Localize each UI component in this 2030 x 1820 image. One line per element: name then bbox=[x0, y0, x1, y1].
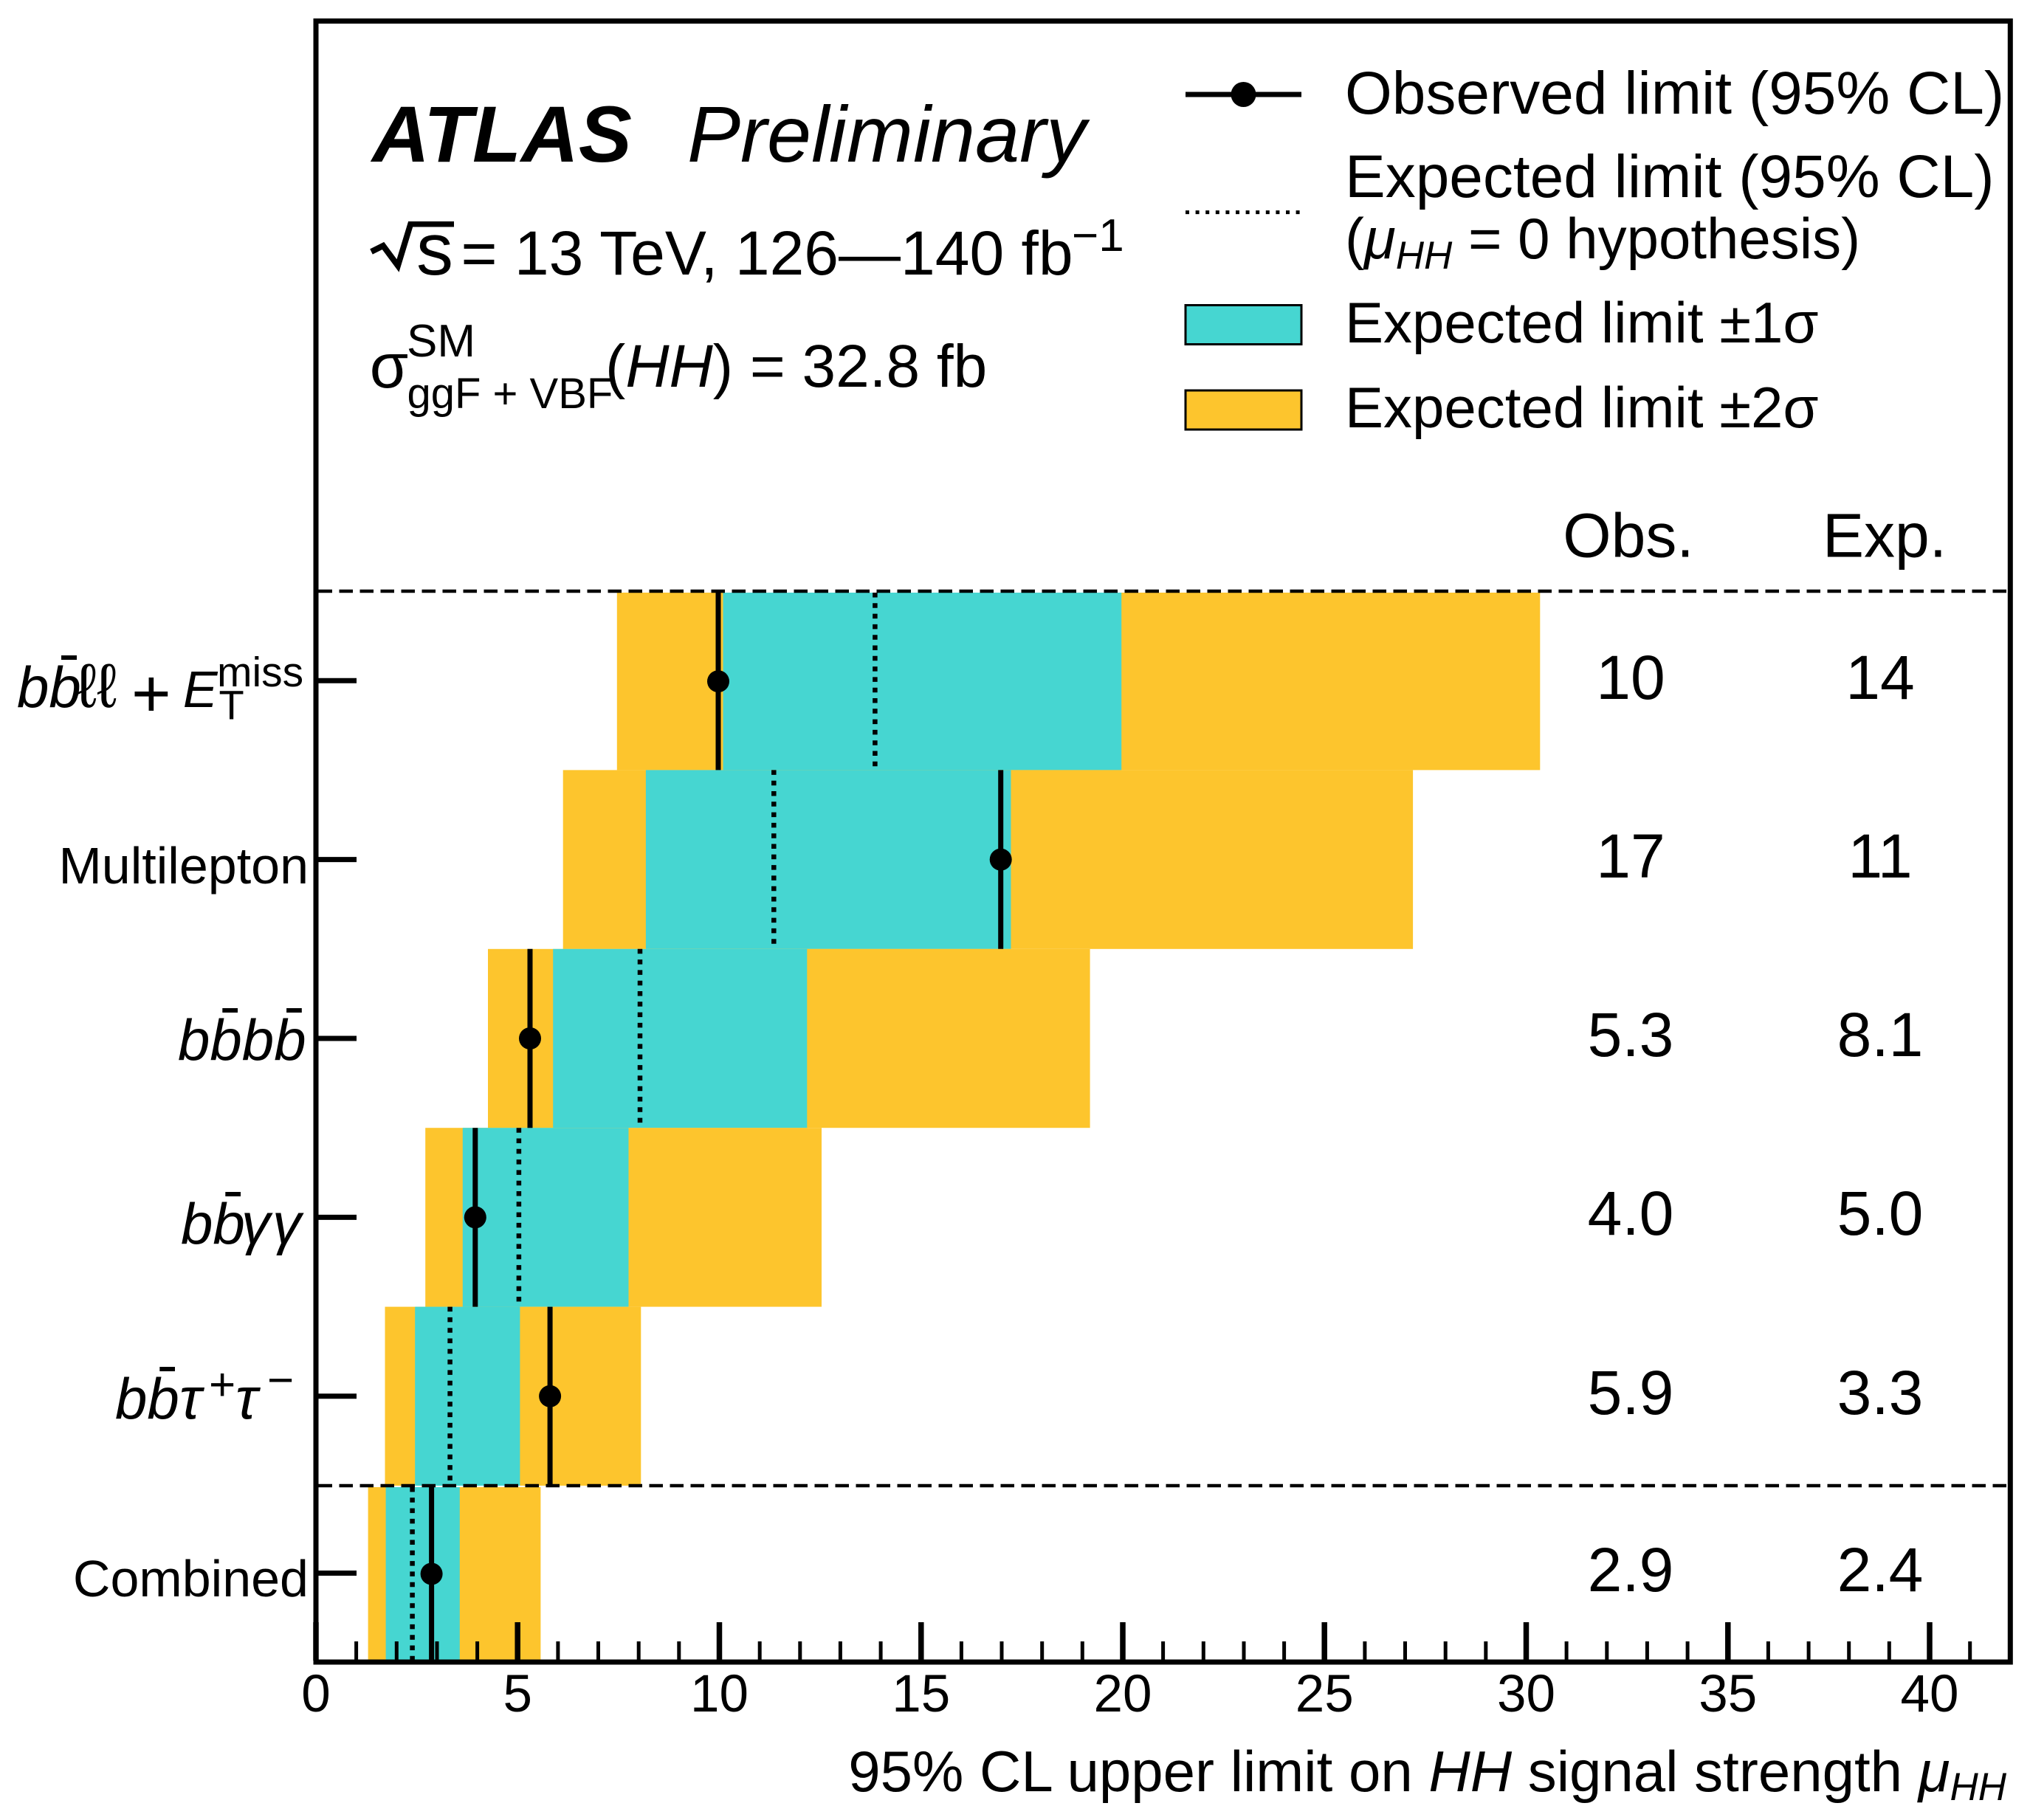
svg-text:14: 14 bbox=[1845, 643, 1914, 712]
svg-text:bb: bb bbox=[17, 655, 81, 720]
svg-text:40: 40 bbox=[1901, 1665, 1959, 1723]
svg-text:−: − bbox=[267, 1355, 294, 1406]
svg-text:ℓℓ: ℓℓ bbox=[77, 651, 117, 720]
svg-text:25: 25 bbox=[1296, 1665, 1354, 1723]
svg-text:SM: SM bbox=[407, 316, 475, 367]
svg-text:5.9: 5.9 bbox=[1588, 1358, 1674, 1427]
svg-text:Obs.: Obs. bbox=[1563, 501, 1693, 571]
svg-text:Exp.: Exp. bbox=[1823, 501, 1947, 571]
svg-text:−1: −1 bbox=[1072, 210, 1124, 261]
svg-text:11: 11 bbox=[1848, 821, 1912, 891]
svg-text:5: 5 bbox=[503, 1665, 532, 1723]
svg-text:s: s bbox=[416, 208, 453, 291]
svg-text:4.0: 4.0 bbox=[1588, 1179, 1674, 1248]
svg-text:σ: σ bbox=[370, 331, 408, 401]
svg-text:(HH) = 32.8 fb: (HH) = 32.8 fb bbox=[605, 333, 987, 400]
svg-text:2.4: 2.4 bbox=[1837, 1535, 1924, 1604]
svg-text:= 13 TeV, 126—140 fb: = 13 TeV, 126—140 fb bbox=[461, 218, 1073, 288]
svg-text:Preliminary: Preliminary bbox=[687, 89, 1090, 179]
svg-text:30: 30 bbox=[1497, 1665, 1555, 1723]
svg-text:0: 0 bbox=[301, 1665, 331, 1723]
svg-text:5.3: 5.3 bbox=[1588, 1000, 1674, 1069]
svg-text:miss: miss bbox=[217, 649, 303, 696]
svg-text:(μHH = 0 hypothesis): (μHH = 0 hypothesis) bbox=[1345, 206, 1860, 278]
svg-text:20: 20 bbox=[1094, 1665, 1152, 1723]
svg-text:3.3: 3.3 bbox=[1837, 1358, 1924, 1427]
svg-text:+: + bbox=[209, 1359, 235, 1410]
svg-text:bbbb: bbbb bbox=[178, 1007, 306, 1072]
svg-text:Combined: Combined bbox=[73, 1550, 309, 1607]
svg-text:ggF + VBF: ggF + VBF bbox=[407, 370, 613, 418]
svg-text:Expected limit ±2σ: Expected limit ±2σ bbox=[1345, 375, 1819, 440]
svg-text:10: 10 bbox=[690, 1665, 749, 1723]
svg-text:17: 17 bbox=[1596, 821, 1665, 891]
svg-text:5.0: 5.0 bbox=[1837, 1179, 1924, 1248]
svg-text:+: + bbox=[131, 656, 171, 731]
svg-text:T: T bbox=[219, 681, 244, 728]
svg-text:Expected limit (95% CL): Expected limit (95% CL) bbox=[1345, 143, 1995, 210]
svg-text:E: E bbox=[183, 661, 219, 718]
svg-text:Multilepton: Multilepton bbox=[58, 837, 309, 895]
svg-text:35: 35 bbox=[1699, 1665, 1757, 1723]
svg-text:8.1: 8.1 bbox=[1837, 1000, 1924, 1069]
svg-text:Observed limit (95% CL): Observed limit (95% CL) bbox=[1345, 60, 2004, 127]
svg-text:bbγγ: bbγγ bbox=[181, 1191, 304, 1256]
svg-text:15: 15 bbox=[892, 1665, 950, 1723]
svg-text:Expected limit ±1σ: Expected limit ±1σ bbox=[1345, 290, 1819, 355]
svg-text:95% CL upper limit on HH signa: 95% CL upper limit on HH signal strength… bbox=[848, 1739, 2007, 1809]
svg-text:10: 10 bbox=[1596, 643, 1665, 712]
svg-text:2.9: 2.9 bbox=[1588, 1535, 1674, 1604]
svg-text:ATLAS: ATLAS bbox=[370, 89, 632, 179]
